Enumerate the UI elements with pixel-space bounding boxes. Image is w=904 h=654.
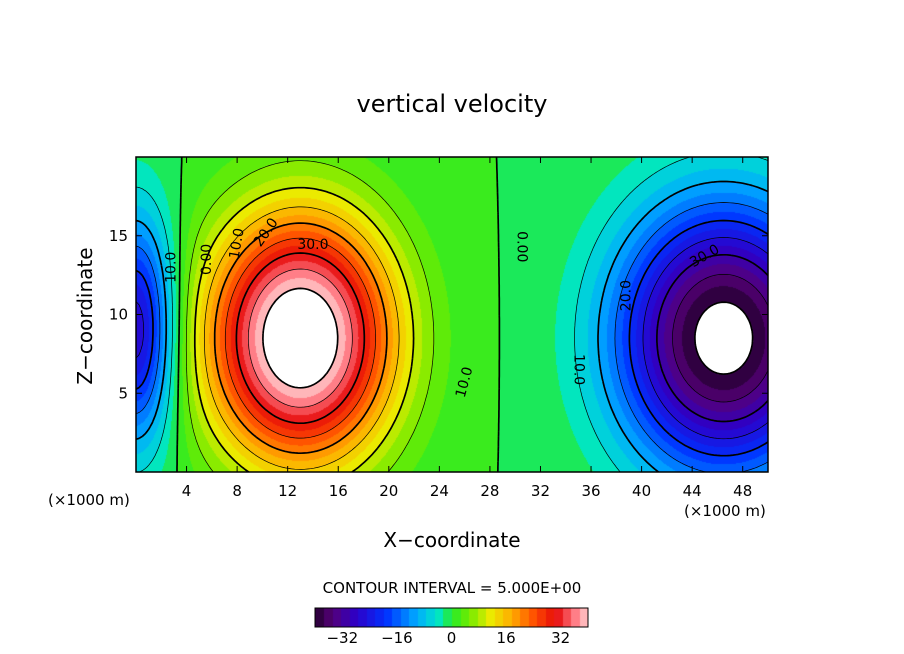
y-tick-label: 10 [109,306,128,324]
x-tick-label: 44 [683,482,702,500]
x-axis-label: X−coordinate [383,528,520,552]
colorbar-ticks: −32 −16 0 16 32 [326,629,570,647]
x-unit-right: (×1000 m) [684,502,766,520]
colorbar-tick-label: −32 [326,629,358,647]
contour-label: 0.00 [199,244,215,275]
colorbar-tick-label: 32 [551,629,570,647]
x-tick-label: 16 [329,482,348,500]
x-tick-label: 20 [379,482,398,500]
x-tick-label: 32 [531,482,550,500]
contour-line [672,273,768,403]
contour-label: 10.0 [453,365,477,399]
x-tick-label: 28 [480,482,499,500]
contour-line [247,268,353,408]
x-tick-label: 36 [581,482,600,500]
contour-line [176,157,501,472]
y-axis-label: Z−coordinate [73,247,97,384]
x-unit-left: (×1000 m) [48,491,130,509]
colorbar-tick-label: 0 [447,629,457,647]
contour-line [185,160,435,472]
y-axis: 5 10 15 [109,227,768,402]
contour-line [656,253,768,423]
contour-interval-label: CONTOUR INTERVAL = 5.000E+00 [323,579,582,597]
contour-label: 20.0 [618,280,634,311]
colorbar: −32 −16 0 16 32 [314,607,589,647]
x-tick-label: 12 [278,482,297,500]
contour-line [136,237,768,440]
contour-label: 30.0 [297,237,328,253]
x-tick-label: 8 [232,482,242,500]
x-tick-label: 48 [733,482,752,500]
contour-line [224,237,376,439]
contour-label: 10.0 [570,354,586,385]
contour-line [136,219,768,457]
contour-line [203,206,400,470]
contour-line [213,222,388,455]
colorbar-tick-label: −16 [381,629,413,647]
velocity-field-image [136,157,768,472]
x-tick-label: 4 [182,482,192,500]
colorbar-frame [314,607,589,628]
contour-label: 10.0 [227,227,248,260]
contour-line [193,186,415,472]
contour-line [136,202,768,472]
x-tick-label: 24 [430,482,449,500]
contour-label: 10.0 [163,252,179,283]
y-tick-label: 15 [109,227,128,245]
contour-lines [136,157,768,472]
contour-line [694,301,754,375]
colorbar-tick-label: 16 [497,629,516,647]
y-tick-label: 5 [118,384,128,402]
contour-label: 0.00 [514,231,530,262]
contour-line [235,252,366,425]
x-tick-label: 40 [632,482,651,500]
colorbar-gradient [315,608,588,627]
chart-title: vertical velocity [357,90,548,118]
x-axis: 4 8 12 16 20 24 28 32 36 40 44 48 [182,157,752,500]
contour-line [262,287,339,389]
contour-line [136,180,768,472]
